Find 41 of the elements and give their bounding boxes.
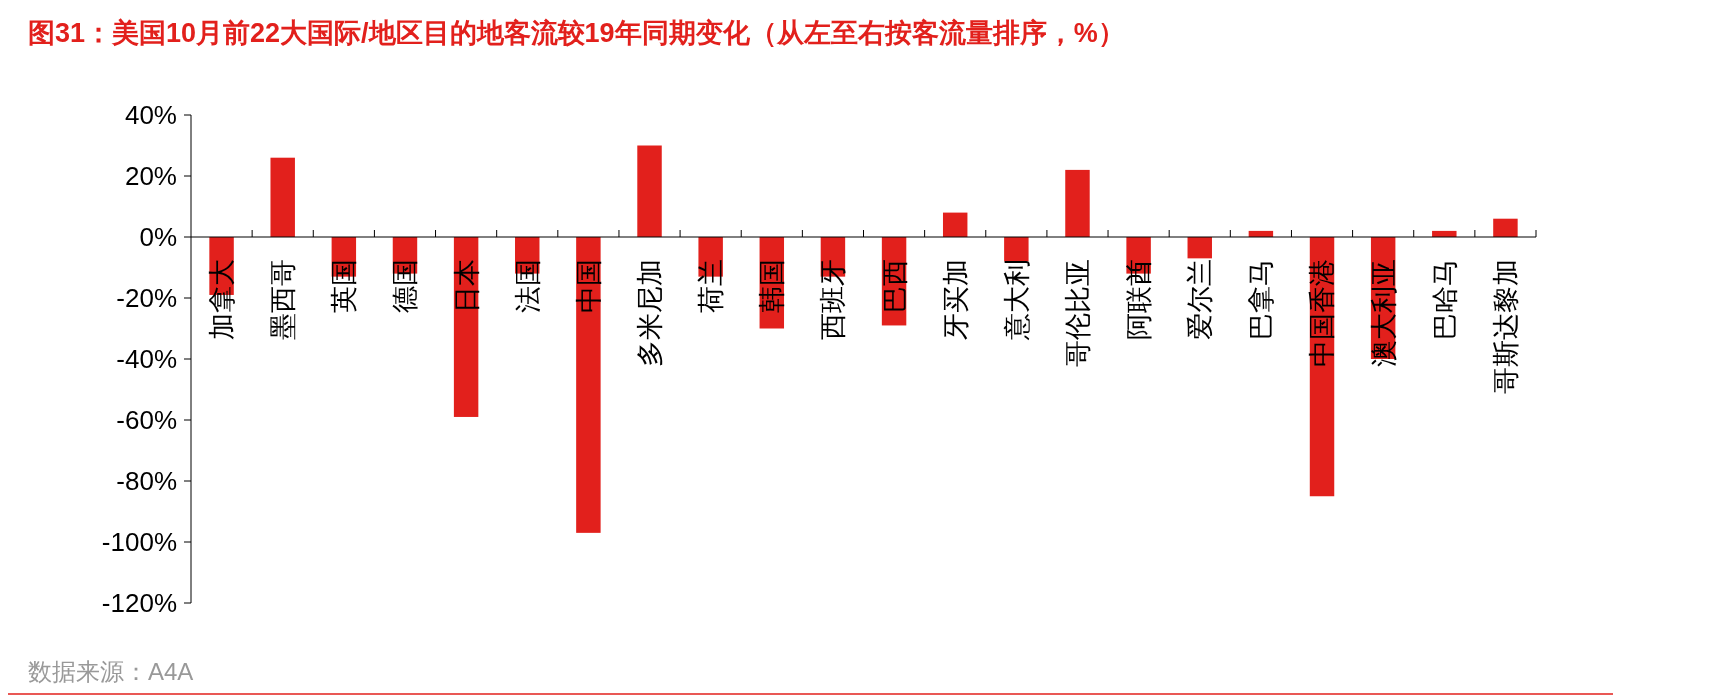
x-tick-label: 爱尔兰 [1185, 259, 1216, 340]
x-tick-label: 法国 [512, 259, 543, 313]
bar [1065, 169, 1090, 237]
x-tick-label: 阿联酋 [1124, 259, 1155, 340]
bar [1004, 237, 1029, 262]
bar [1187, 237, 1212, 259]
bar [1493, 218, 1518, 237]
x-tick-label: 日本 [451, 259, 482, 313]
bar [637, 145, 662, 237]
y-tick-label: 20% [124, 161, 177, 192]
y-tick-label: 40% [124, 100, 177, 131]
y-tick-label: -60% [116, 405, 177, 436]
x-tick-label: 多米尼加 [634, 259, 665, 367]
x-tick-label: 西班牙 [818, 259, 849, 340]
x-tick-label: 意大利 [1001, 259, 1032, 341]
bar [942, 212, 968, 237]
source-note: 数据来源：A4A [28, 658, 194, 685]
y-tick-label: -40% [116, 344, 177, 375]
x-tick-label: 哥斯达黎加 [1490, 259, 1521, 394]
x-tick-label: 英国 [329, 259, 360, 313]
x-tick-label: 中国 [573, 259, 604, 313]
x-tick-label: 牙买加 [940, 259, 971, 340]
y-tick-label: -100% [101, 527, 177, 558]
x-tick-label: 中国香港 [1307, 259, 1338, 367]
x-tick-label: 巴拿马 [1246, 259, 1277, 340]
y-tick-label: 0% [139, 222, 177, 253]
x-tick-label: 巴哈马 [1429, 259, 1460, 340]
chart-title: 图31：美国10月前22大国际/地区目的地客流较19年同期变化（从左至右按客流量排序，%） [28, 18, 1125, 48]
bar [270, 157, 295, 237]
x-tick-label: 巴西 [879, 259, 910, 313]
x-tick-label: 德国 [390, 259, 421, 313]
x-tick-label: 加拿大 [207, 259, 238, 340]
x-tick-label: 澳大利亚 [1368, 259, 1399, 367]
x-tick-label: 哥伦比亚 [1062, 259, 1093, 367]
x-tick-label: 荷兰 [696, 259, 727, 313]
y-tick-label: -80% [116, 466, 177, 497]
x-tick-label: 韩国 [757, 259, 788, 313]
y-tick-label: -120% [101, 588, 177, 619]
bar [576, 237, 601, 533]
x-tick-label: 墨西哥 [268, 259, 299, 340]
y-tick-label: -20% [116, 283, 177, 314]
